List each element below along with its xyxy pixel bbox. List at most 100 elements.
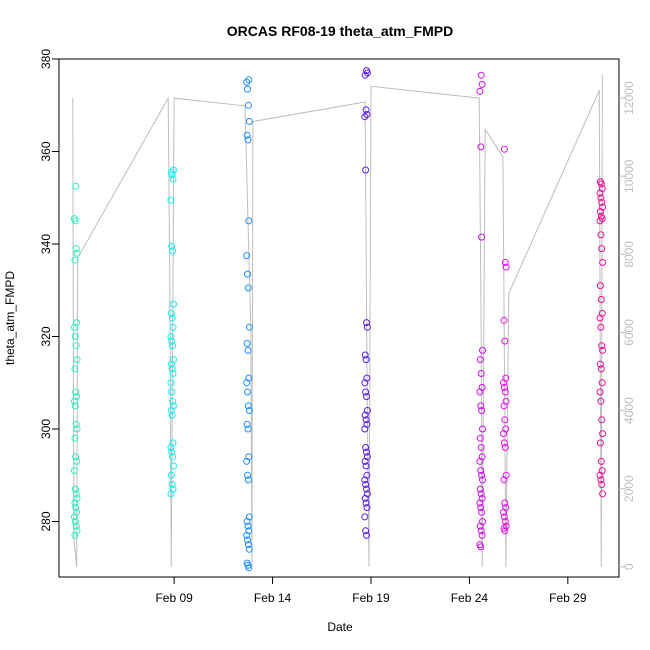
data-point bbox=[73, 356, 81, 364]
data-point bbox=[245, 117, 253, 125]
right-y-tick-label: 10000 bbox=[622, 159, 636, 193]
data-point bbox=[599, 490, 607, 498]
data-point bbox=[477, 467, 485, 475]
data-point bbox=[244, 471, 251, 479]
data-point bbox=[168, 337, 176, 345]
data-point bbox=[478, 531, 486, 539]
data-point bbox=[500, 402, 508, 410]
y-tick-label: 320 bbox=[39, 326, 53, 346]
data-point bbox=[169, 397, 177, 405]
data-point bbox=[245, 564, 253, 572]
data-point bbox=[72, 522, 80, 530]
data-point bbox=[167, 490, 175, 498]
data-point bbox=[500, 379, 507, 387]
y-tick-label: 300 bbox=[39, 419, 53, 439]
data-point bbox=[477, 402, 485, 410]
data-point bbox=[71, 434, 79, 442]
data-point bbox=[361, 379, 369, 387]
data-point bbox=[597, 397, 605, 405]
right-y-tick-label: 8000 bbox=[622, 241, 636, 268]
data-point bbox=[243, 531, 251, 539]
y-tick-label: 380 bbox=[39, 49, 53, 69]
x-tick-label: Feb 09 bbox=[155, 591, 193, 605]
data-point bbox=[244, 402, 252, 410]
data-point bbox=[363, 448, 370, 456]
data-point bbox=[362, 481, 370, 488]
data-point bbox=[597, 476, 605, 484]
data-point bbox=[170, 462, 177, 470]
data-point bbox=[361, 425, 369, 433]
data-point bbox=[597, 365, 605, 373]
data-point bbox=[243, 457, 251, 465]
data-point bbox=[501, 416, 509, 424]
x-tick-label: Feb 24 bbox=[451, 591, 489, 605]
data-point bbox=[363, 485, 370, 493]
data-point bbox=[479, 476, 486, 484]
data-point bbox=[245, 76, 253, 84]
right-y-axis: 0 2000 4000 6000 8000 10000 12000 bbox=[619, 81, 636, 570]
data-point bbox=[73, 425, 81, 433]
data-point bbox=[363, 323, 371, 331]
data-point bbox=[72, 182, 80, 190]
right-y-tick-label: 4000 bbox=[622, 397, 636, 424]
data-point bbox=[167, 379, 175, 387]
data-point bbox=[72, 420, 80, 428]
y-tick-label: 340 bbox=[39, 234, 53, 254]
y-axis-label: theta_atm_FMPD bbox=[3, 271, 17, 365]
data-point bbox=[170, 166, 177, 174]
data-point bbox=[598, 215, 606, 223]
data-point bbox=[72, 504, 80, 512]
data-point bbox=[477, 490, 485, 498]
data-point bbox=[501, 337, 509, 345]
data-point bbox=[243, 518, 251, 525]
data-point bbox=[244, 136, 252, 144]
data-point bbox=[361, 411, 369, 419]
data-point bbox=[476, 388, 484, 396]
data-point bbox=[73, 249, 81, 257]
data-point bbox=[361, 351, 369, 359]
data-point bbox=[596, 471, 604, 479]
data-point bbox=[597, 457, 605, 465]
data-point bbox=[244, 522, 252, 530]
data-point bbox=[501, 499, 509, 507]
data-point bbox=[244, 284, 252, 292]
data-point bbox=[478, 471, 486, 479]
data-point bbox=[501, 259, 509, 266]
data-point bbox=[72, 388, 80, 396]
data-point bbox=[363, 111, 371, 118]
data-point bbox=[363, 504, 371, 512]
data-point bbox=[167, 444, 175, 451]
data-point bbox=[500, 145, 508, 153]
data-point bbox=[168, 448, 176, 456]
data-point bbox=[500, 383, 508, 391]
data-point bbox=[243, 252, 251, 260]
data-point bbox=[71, 402, 79, 410]
data-point bbox=[596, 217, 604, 225]
y-tick-label: 280 bbox=[39, 511, 53, 531]
data-point bbox=[361, 494, 369, 502]
data-point bbox=[598, 198, 606, 206]
data-point bbox=[167, 196, 175, 204]
data-point bbox=[596, 360, 604, 368]
data-point bbox=[598, 481, 606, 488]
data-point bbox=[361, 457, 369, 465]
data-point bbox=[244, 541, 252, 549]
data-point bbox=[72, 245, 80, 253]
y-tick-label: 360 bbox=[39, 141, 53, 161]
data-point bbox=[598, 342, 606, 350]
data-point bbox=[71, 256, 79, 264]
chart-title: ORCAS RF08-19 theta_atm_FMPD bbox=[227, 23, 453, 39]
data-point bbox=[599, 430, 607, 438]
data-point bbox=[71, 217, 79, 225]
right-y-tick-label: 12000 bbox=[622, 81, 636, 115]
data-point bbox=[502, 522, 510, 530]
data-point bbox=[167, 333, 175, 340]
data-point bbox=[476, 356, 484, 364]
data-point bbox=[596, 439, 604, 447]
data-point bbox=[167, 360, 175, 368]
data-point bbox=[70, 467, 78, 475]
x-tick-label: Feb 14 bbox=[254, 591, 292, 605]
data-point bbox=[71, 333, 79, 340]
data-point bbox=[478, 233, 486, 241]
data-point bbox=[477, 543, 485, 551]
